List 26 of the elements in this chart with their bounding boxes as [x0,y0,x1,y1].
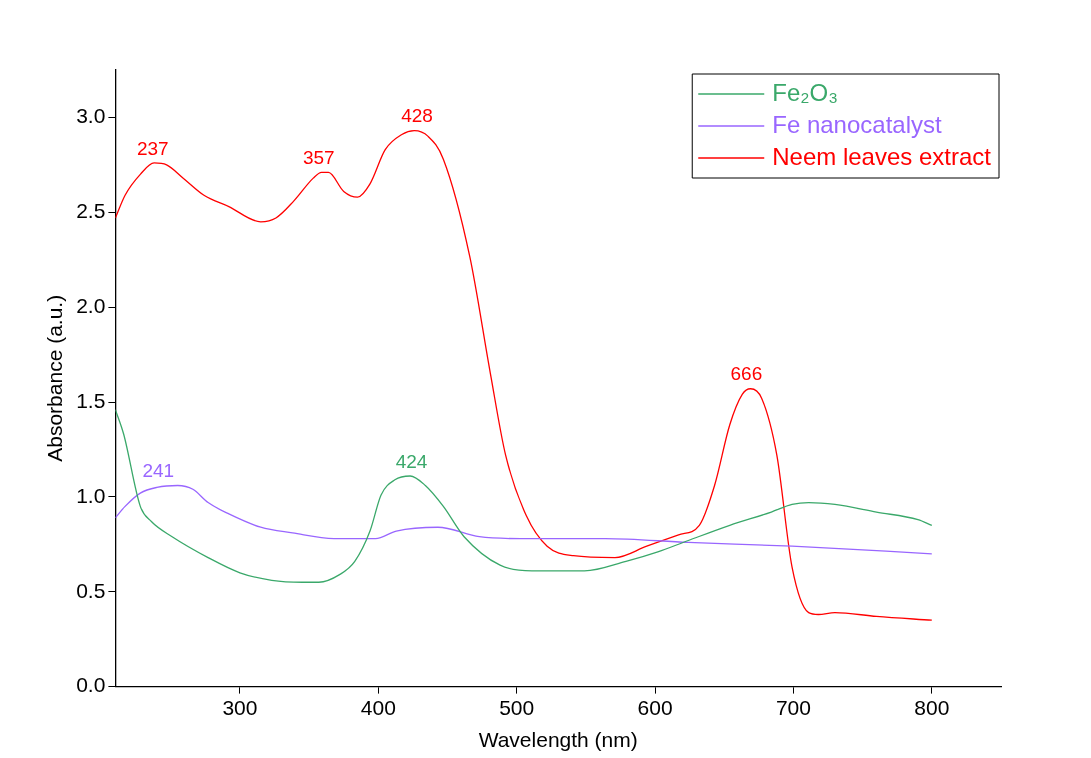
annotation: 241 [142,460,175,482]
line-series [115,408,933,583]
y-tick-label: 0.0 [76,673,106,697]
annotation: 357 [302,147,335,169]
x-tick-label: 700 [775,696,811,719]
x-tick-label: 800 [914,696,950,719]
legend-label: Fe₂O₃ [772,78,839,106]
y-tick-label: 2.0 [76,293,106,317]
legend-label: Neem leaves extract [772,142,992,170]
x-axis-title: Wavelength (nm) [478,728,638,752]
x-tick-label: 400 [360,696,396,719]
annotation: 666 [730,363,763,385]
x-tick-label: 500 [499,696,535,719]
y-tick-label: 0.5 [76,578,106,602]
legend-label: Fe nanocatalyst [772,110,943,138]
annotation: 237 [136,137,169,159]
y-tick-label: 1.0 [76,483,106,507]
annotation: 428 [401,105,433,127]
x-tick-label: 300 [222,696,258,719]
x-tick-label: 600 [637,696,673,719]
y-tick-label: 2.5 [76,199,106,223]
y-axis-title: Absorbance (a.u.) [43,294,67,462]
y-tick-label: 3.0 [76,104,106,128]
y-tick-label: 1.5 [76,388,106,412]
annotation: 424 [395,450,428,472]
line-series [115,484,933,555]
